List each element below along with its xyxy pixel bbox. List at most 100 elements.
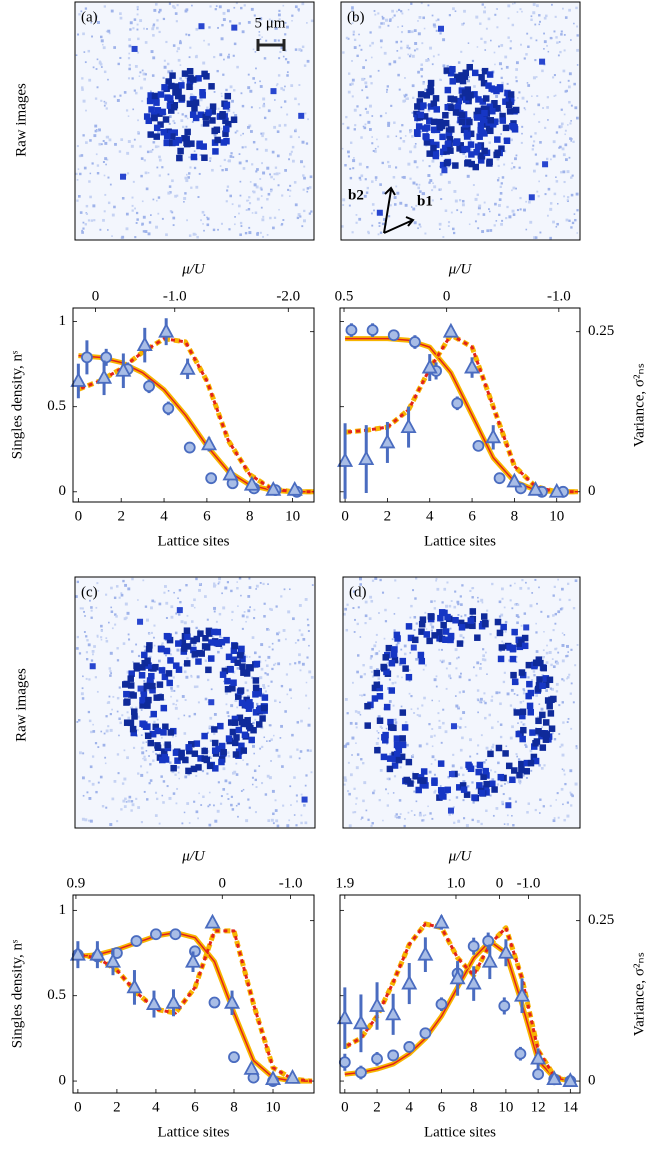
speckle xyxy=(217,70,219,72)
speckle xyxy=(405,204,408,207)
speckle xyxy=(494,771,496,773)
speckle xyxy=(278,632,280,634)
speckle xyxy=(516,61,519,64)
speckle xyxy=(350,142,352,144)
density-point xyxy=(533,1069,543,1079)
speckle xyxy=(233,55,235,57)
speckle xyxy=(219,5,222,8)
speckle xyxy=(384,638,386,640)
speckle xyxy=(564,134,566,136)
atom xyxy=(225,686,232,693)
speckle xyxy=(300,720,303,723)
speckle xyxy=(161,644,163,646)
speckle xyxy=(120,17,123,20)
atom xyxy=(510,646,517,653)
speckle xyxy=(303,804,306,807)
speckle xyxy=(250,181,252,183)
speckle xyxy=(448,674,451,677)
speckle xyxy=(272,227,275,230)
speckle xyxy=(480,663,482,665)
speckle xyxy=(414,221,417,224)
speckle xyxy=(510,585,512,587)
speckle xyxy=(396,50,398,52)
atom xyxy=(495,619,502,626)
speckle xyxy=(165,602,168,605)
y-tick-label: 0.5 xyxy=(47,398,66,414)
speckle xyxy=(163,77,165,79)
speckle xyxy=(302,46,304,48)
speckle xyxy=(117,711,119,713)
speckle xyxy=(290,804,292,806)
speckle xyxy=(437,712,439,714)
speckle xyxy=(121,236,124,239)
speckle xyxy=(422,160,424,162)
speckle xyxy=(135,798,137,800)
speckle xyxy=(218,108,220,110)
speckle xyxy=(172,120,174,122)
speckle xyxy=(119,597,121,599)
speckle xyxy=(559,41,561,43)
speckle xyxy=(109,823,112,826)
speckle xyxy=(226,711,229,714)
speckle xyxy=(563,70,566,73)
speckle xyxy=(182,695,185,698)
speckle xyxy=(438,726,441,729)
speckle xyxy=(419,16,422,19)
variance-point xyxy=(354,1016,367,1028)
speckle xyxy=(209,160,211,162)
speckle xyxy=(231,796,233,798)
atom xyxy=(481,148,488,155)
speckle xyxy=(420,226,422,228)
speckle xyxy=(261,668,264,671)
speckle xyxy=(556,41,558,43)
speckle xyxy=(419,813,422,816)
speckle xyxy=(261,162,263,164)
speckle xyxy=(307,60,310,63)
speckle xyxy=(290,84,293,87)
speckle xyxy=(363,781,366,784)
speckle xyxy=(359,163,362,166)
speckle xyxy=(411,206,413,208)
speckle xyxy=(574,219,576,221)
speckle xyxy=(97,59,99,61)
speckle xyxy=(152,74,155,77)
speckle xyxy=(495,691,498,694)
speckle xyxy=(427,806,429,808)
speckle xyxy=(536,95,538,97)
speckle xyxy=(523,701,525,703)
speckle xyxy=(556,683,559,686)
speckle xyxy=(231,100,234,103)
speckle xyxy=(550,37,552,39)
speckle xyxy=(303,166,305,168)
speckle xyxy=(417,20,419,22)
speckle xyxy=(506,66,509,69)
variance-point xyxy=(444,325,457,337)
atom xyxy=(230,679,237,686)
speckle xyxy=(429,812,431,814)
speckle xyxy=(560,608,563,611)
speckle xyxy=(394,203,397,206)
speckle xyxy=(382,592,384,594)
speckle xyxy=(283,629,286,632)
speckle xyxy=(156,798,158,800)
speckle xyxy=(452,764,455,767)
speckle xyxy=(542,656,545,659)
atom xyxy=(163,140,170,147)
speckle xyxy=(311,20,314,23)
atom xyxy=(391,646,398,653)
speckle xyxy=(122,197,125,200)
speckle xyxy=(351,737,354,740)
speckle xyxy=(555,799,557,801)
speckle xyxy=(244,146,246,148)
speckle xyxy=(399,202,402,205)
speckle xyxy=(76,54,78,56)
speckle xyxy=(394,682,396,684)
speckle xyxy=(395,186,397,188)
speckle xyxy=(490,794,492,796)
speckle xyxy=(169,115,172,118)
speckle xyxy=(576,747,578,749)
speckle xyxy=(114,597,116,599)
speckle xyxy=(124,584,127,587)
speckle xyxy=(189,47,191,49)
atom xyxy=(254,661,260,668)
